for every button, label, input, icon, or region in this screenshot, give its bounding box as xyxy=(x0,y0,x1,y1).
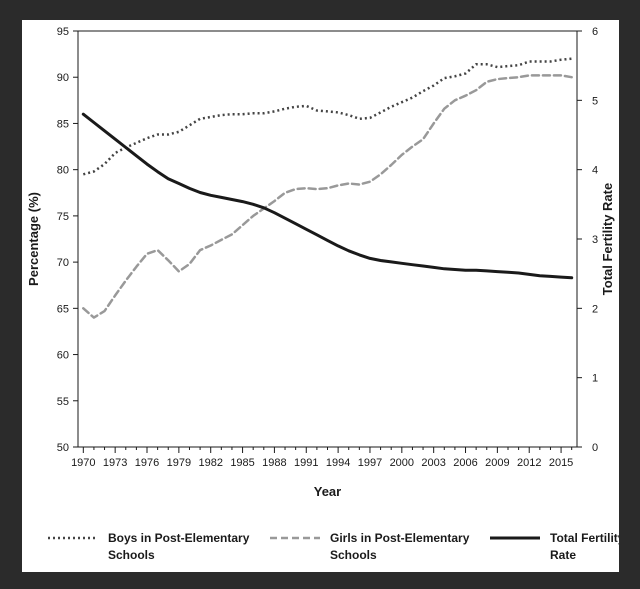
y-left-tick-label: 85 xyxy=(57,118,69,130)
axes: 1970 1973 1976 1979 1982 1985 1988 1991 1994 1997… xyxy=(26,26,615,499)
y-right-tick-label: 5 xyxy=(592,95,598,107)
x-tick-label: 1979 xyxy=(167,457,191,469)
y-right-tick-label: 0 xyxy=(592,442,598,454)
line-chart: 1970 1973 1976 1979 1982 1985 1988 1991 1994 1997… xyxy=(26,26,619,562)
series-line-boys xyxy=(82,57,572,176)
legend: Boys in Post-Elementary Schools Girls in P… xyxy=(48,531,619,562)
series-line-girls xyxy=(82,74,573,319)
y-right-tick-label: 3 xyxy=(592,234,598,246)
y-left-tick-label: 55 xyxy=(57,396,69,408)
x-axis-title: Year xyxy=(314,484,341,499)
x-tick-label: 2009 xyxy=(485,457,509,469)
x-tick-label: 1994 xyxy=(326,457,350,469)
x-tick-label: 1976 xyxy=(135,457,159,469)
chart-canvas: 1970 1973 1976 1979 1982 1985 1988 1991 1994 1997… xyxy=(22,20,619,572)
x-tick-label: 1997 xyxy=(358,457,382,469)
y-left-tick-label: 80 xyxy=(57,165,69,177)
y-right-tick-label: 6 xyxy=(592,26,598,38)
y-left-tick-label: 95 xyxy=(57,26,69,38)
y-left-axis-title: Percentage (%) xyxy=(26,192,41,286)
x-tick-label: 1985 xyxy=(230,457,254,469)
y-left-tick-label: 60 xyxy=(57,350,69,362)
x-tick-label: 1973 xyxy=(103,457,127,469)
x-tick-label: 1970 xyxy=(71,457,95,469)
x-tick-label: 1991 xyxy=(294,457,318,469)
legend-label: Total Fertility xyxy=(550,531,619,545)
legend-label: Schools xyxy=(330,548,377,562)
y-right-tick-label: 1 xyxy=(592,373,598,385)
legend-label: Schools xyxy=(108,548,155,562)
x-tick-label: 2015 xyxy=(549,457,573,469)
y-left-tick-label: 90 xyxy=(57,72,69,84)
y-right-tick-label: 4 xyxy=(592,165,598,177)
y-right-tick-label: 2 xyxy=(592,303,598,315)
series-layer xyxy=(81,57,574,319)
y-left-tick-label: 50 xyxy=(57,442,69,454)
x-tick-label: 2006 xyxy=(453,457,477,469)
legend-label: Girls in Post-Elementary xyxy=(330,531,470,545)
series-line-tfr xyxy=(81,112,574,280)
y-left-tick-label: 65 xyxy=(57,303,69,315)
x-tick-label: 2000 xyxy=(390,457,414,469)
legend-label: Boys in Post-Elementary xyxy=(108,531,250,545)
y-left-tick-label: 70 xyxy=(57,257,69,269)
y-left-tick-label: 75 xyxy=(57,211,69,223)
x-tick-label: 2003 xyxy=(421,457,445,469)
legend-label: Rate xyxy=(550,548,576,562)
x-tick-label: 2012 xyxy=(517,457,541,469)
x-tick-label: 1982 xyxy=(198,457,222,469)
x-tick-label: 1988 xyxy=(262,457,286,469)
y-right-axis-title: Total Fertility Rate xyxy=(600,183,615,295)
